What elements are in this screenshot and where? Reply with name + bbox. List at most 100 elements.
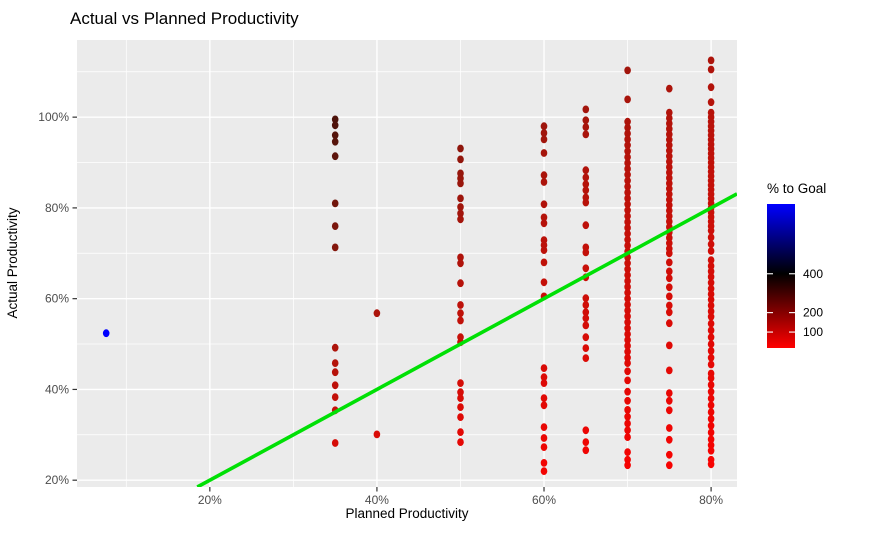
data-point bbox=[666, 217, 673, 226]
data-point bbox=[707, 307, 715, 316]
data-point bbox=[457, 179, 464, 188]
data-point bbox=[624, 206, 631, 215]
data-point bbox=[540, 246, 548, 255]
data-point bbox=[666, 319, 673, 328]
data-point bbox=[707, 347, 715, 355]
data-point bbox=[624, 212, 631, 221]
data-point bbox=[707, 256, 715, 264]
data-point bbox=[707, 401, 715, 410]
data-point bbox=[707, 415, 715, 423]
data-point bbox=[624, 66, 631, 75]
data-point bbox=[457, 413, 464, 421]
data-point bbox=[666, 406, 673, 415]
data-point bbox=[666, 283, 673, 292]
data-point bbox=[707, 262, 715, 270]
data-point bbox=[666, 234, 673, 242]
data-point bbox=[540, 219, 548, 228]
data-point bbox=[707, 340, 715, 348]
data-point bbox=[624, 433, 631, 441]
data-point bbox=[624, 455, 631, 464]
data-point bbox=[666, 301, 673, 310]
data-point bbox=[707, 284, 715, 293]
data-point bbox=[457, 203, 464, 211]
y-tick-label: 60% bbox=[45, 292, 69, 306]
data-point bbox=[457, 379, 464, 387]
data-point bbox=[707, 301, 715, 310]
legend-title: % to Goal bbox=[767, 181, 826, 196]
data-point bbox=[624, 271, 631, 279]
data-point bbox=[331, 343, 339, 352]
data-point bbox=[666, 366, 673, 375]
data-point bbox=[624, 135, 631, 144]
data-point bbox=[540, 459, 548, 467]
data-point bbox=[666, 174, 673, 182]
data-point bbox=[624, 300, 631, 309]
data-point bbox=[457, 428, 464, 436]
legend-tick-marks bbox=[767, 273, 795, 333]
data-point bbox=[582, 301, 590, 309]
data-point bbox=[666, 168, 673, 177]
data-point bbox=[624, 448, 631, 456]
data-point bbox=[457, 209, 464, 218]
y-tick-label: 20% bbox=[45, 473, 69, 487]
data-point bbox=[666, 146, 673, 155]
data-point bbox=[624, 336, 631, 344]
data-point bbox=[666, 435, 673, 444]
data-point bbox=[540, 467, 548, 475]
data-point bbox=[582, 116, 590, 125]
data-point bbox=[582, 123, 590, 131]
legend-tick-labels: 400 200 100 bbox=[803, 267, 823, 339]
data-point bbox=[457, 155, 464, 164]
data-point bbox=[331, 152, 339, 161]
x-tick-label: 60% bbox=[532, 493, 556, 507]
data-point bbox=[666, 461, 673, 470]
data-point bbox=[582, 186, 590, 195]
legend-tick-label: 200 bbox=[803, 306, 823, 320]
data-point bbox=[666, 258, 673, 267]
reference-line bbox=[196, 192, 737, 487]
data-point bbox=[707, 381, 715, 389]
data-point bbox=[582, 333, 590, 342]
data-point bbox=[666, 292, 673, 301]
y-tick-label: 100% bbox=[38, 110, 69, 124]
data-point bbox=[457, 309, 464, 318]
data-point bbox=[666, 239, 673, 248]
data-point bbox=[666, 190, 673, 199]
data-point bbox=[540, 379, 548, 387]
data-point bbox=[373, 309, 381, 318]
data-point bbox=[707, 374, 715, 382]
data-point bbox=[666, 450, 673, 459]
data-point bbox=[707, 226, 715, 235]
data-point bbox=[666, 212, 673, 221]
data-point bbox=[582, 105, 590, 114]
data-point bbox=[331, 381, 339, 390]
data-point bbox=[666, 201, 673, 210]
data-point bbox=[707, 56, 715, 65]
data-point bbox=[624, 353, 631, 362]
data-point bbox=[624, 306, 631, 315]
data-point bbox=[666, 184, 673, 193]
data-point bbox=[457, 394, 464, 402]
chart-title: Actual vs Planned Productivity bbox=[70, 9, 299, 28]
data-point bbox=[582, 438, 590, 446]
data-point bbox=[582, 344, 590, 352]
data-point bbox=[666, 119, 673, 128]
data-point bbox=[707, 408, 715, 416]
data-point bbox=[540, 443, 548, 451]
data-point bbox=[666, 152, 673, 161]
data-point bbox=[582, 166, 590, 175]
data-point bbox=[666, 389, 673, 397]
data-point bbox=[624, 461, 631, 470]
data-point bbox=[582, 264, 590, 273]
data-point bbox=[624, 387, 631, 396]
data-point bbox=[707, 319, 715, 328]
data-point bbox=[707, 441, 715, 450]
data-point bbox=[457, 438, 464, 446]
data-point bbox=[624, 153, 631, 162]
data-point bbox=[624, 359, 631, 367]
data-point bbox=[457, 253, 464, 262]
data-point bbox=[540, 200, 548, 209]
data-point bbox=[624, 241, 631, 250]
